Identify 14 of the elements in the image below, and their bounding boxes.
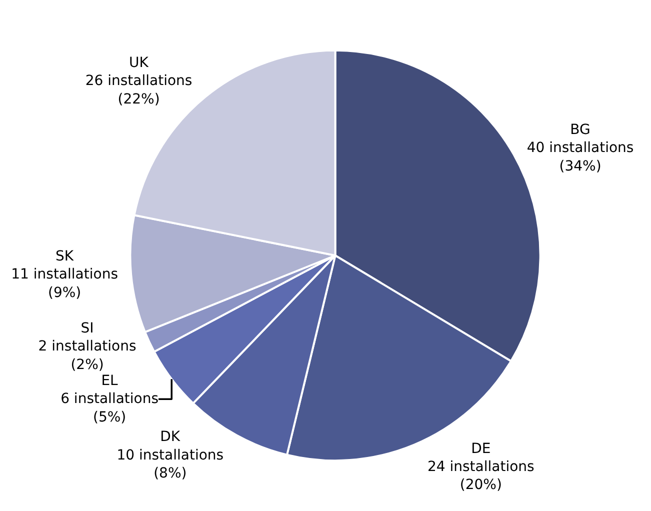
data-label: 6 installations (5%) — [60, 391, 159, 426]
slice-label: DK — [160, 429, 181, 446]
data-label: 2 installations (2%) — [38, 338, 136, 373]
data-label: 10 installations (8%) — [116, 447, 224, 482]
data-label: 26 installations (22%) — [85, 73, 192, 108]
data-label: 24 installations (20%) — [427, 458, 534, 494]
slice-label: EL — [101, 372, 118, 389]
data-label: 40 installations (34%) — [526, 140, 634, 174]
slice-label: SK — [56, 248, 74, 264]
data-label: 11 installations (9%) — [11, 266, 118, 301]
slice-label: DE — [471, 440, 491, 457]
slice-label: UK — [129, 55, 150, 71]
slice-label: BG — [570, 122, 590, 138]
slice-label: SI — [80, 320, 94, 336]
